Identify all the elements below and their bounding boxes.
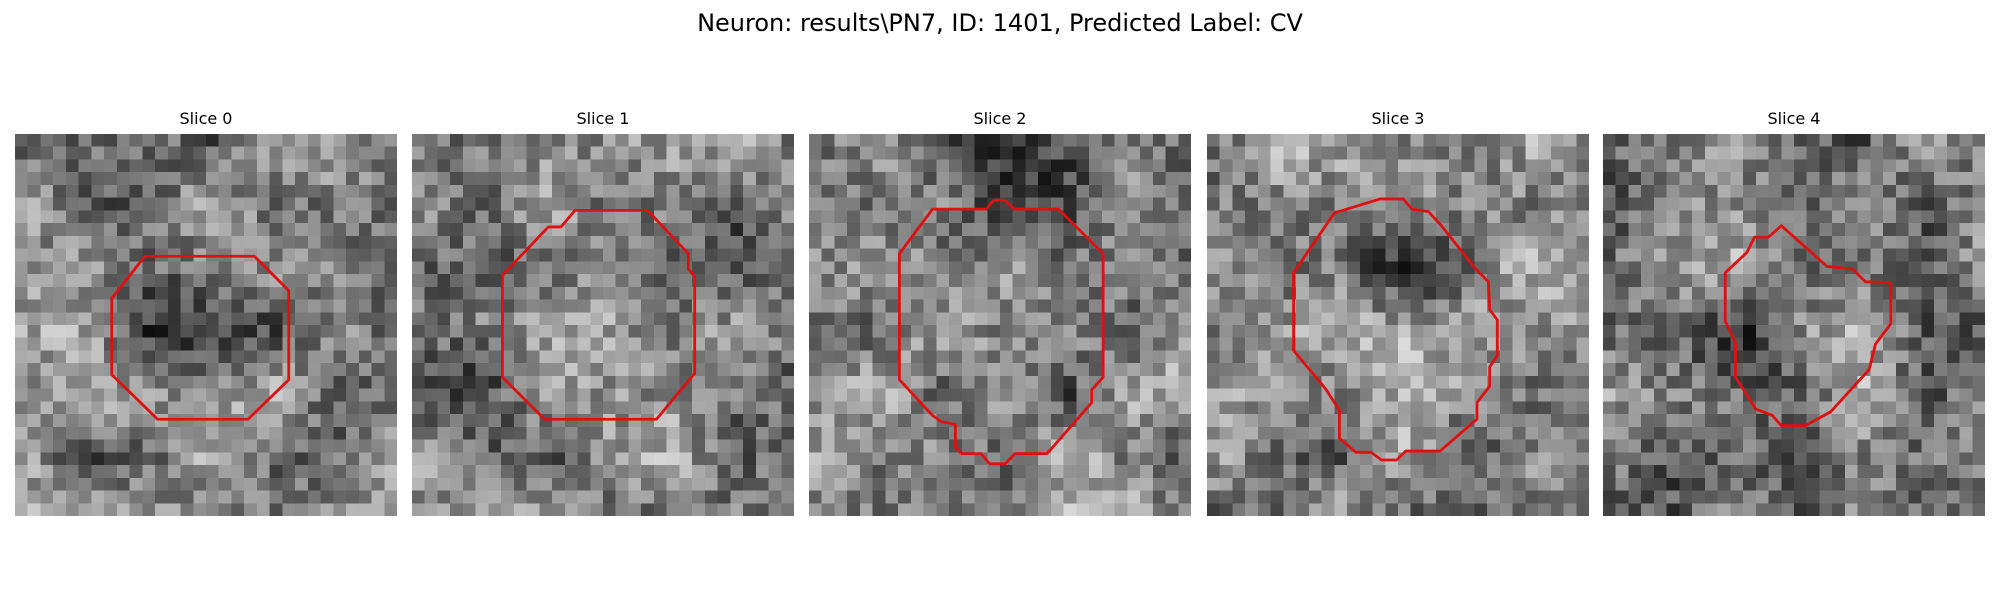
slice-1-title: Slice 1 (576, 109, 630, 128)
slice-2-title: Slice 2 (973, 109, 1027, 128)
figure-title: Neuron: results\PN7, ID: 1401, Predicted… (697, 9, 1303, 37)
slice-panel-3: Slice 3 (1207, 108, 1589, 520)
slice-4-contour (1723, 224, 1893, 427)
slice-panel-1: Slice 1 (412, 108, 794, 520)
slice-1-pixels (412, 134, 794, 516)
slice-panel-0: Slice 0 (15, 108, 397, 520)
slice-0-svg (15, 134, 397, 516)
slice-4-svg (1603, 134, 1985, 516)
slice-2-contour (898, 198, 1105, 466)
slice-1-svg (412, 134, 794, 516)
slice-0-pixels (15, 134, 397, 516)
slice-4-image (1603, 134, 1985, 516)
slice-2-pixels (809, 134, 1191, 516)
slice-panel-4: Slice 4 (1603, 108, 1985, 520)
slice-2-svg (809, 134, 1191, 516)
slice-4-pixels (1603, 134, 1985, 516)
slice-0-title: Slice 0 (179, 109, 233, 128)
slice-3-pixels (1207, 134, 1589, 516)
slice-panel-2: Slice 2 (809, 108, 1191, 520)
slice-2-image (809, 134, 1191, 516)
slice-3-title: Slice 3 (1371, 109, 1425, 128)
slice-0-contour (110, 254, 291, 421)
slice-0-image (15, 134, 397, 516)
slice-1-image (412, 134, 794, 516)
slice-4-title: Slice 4 (1767, 109, 1821, 128)
slice-3-svg (1207, 134, 1589, 516)
slice-3-contour (1292, 197, 1499, 462)
slice-3-image (1207, 134, 1589, 516)
slice-1-contour (501, 208, 697, 421)
